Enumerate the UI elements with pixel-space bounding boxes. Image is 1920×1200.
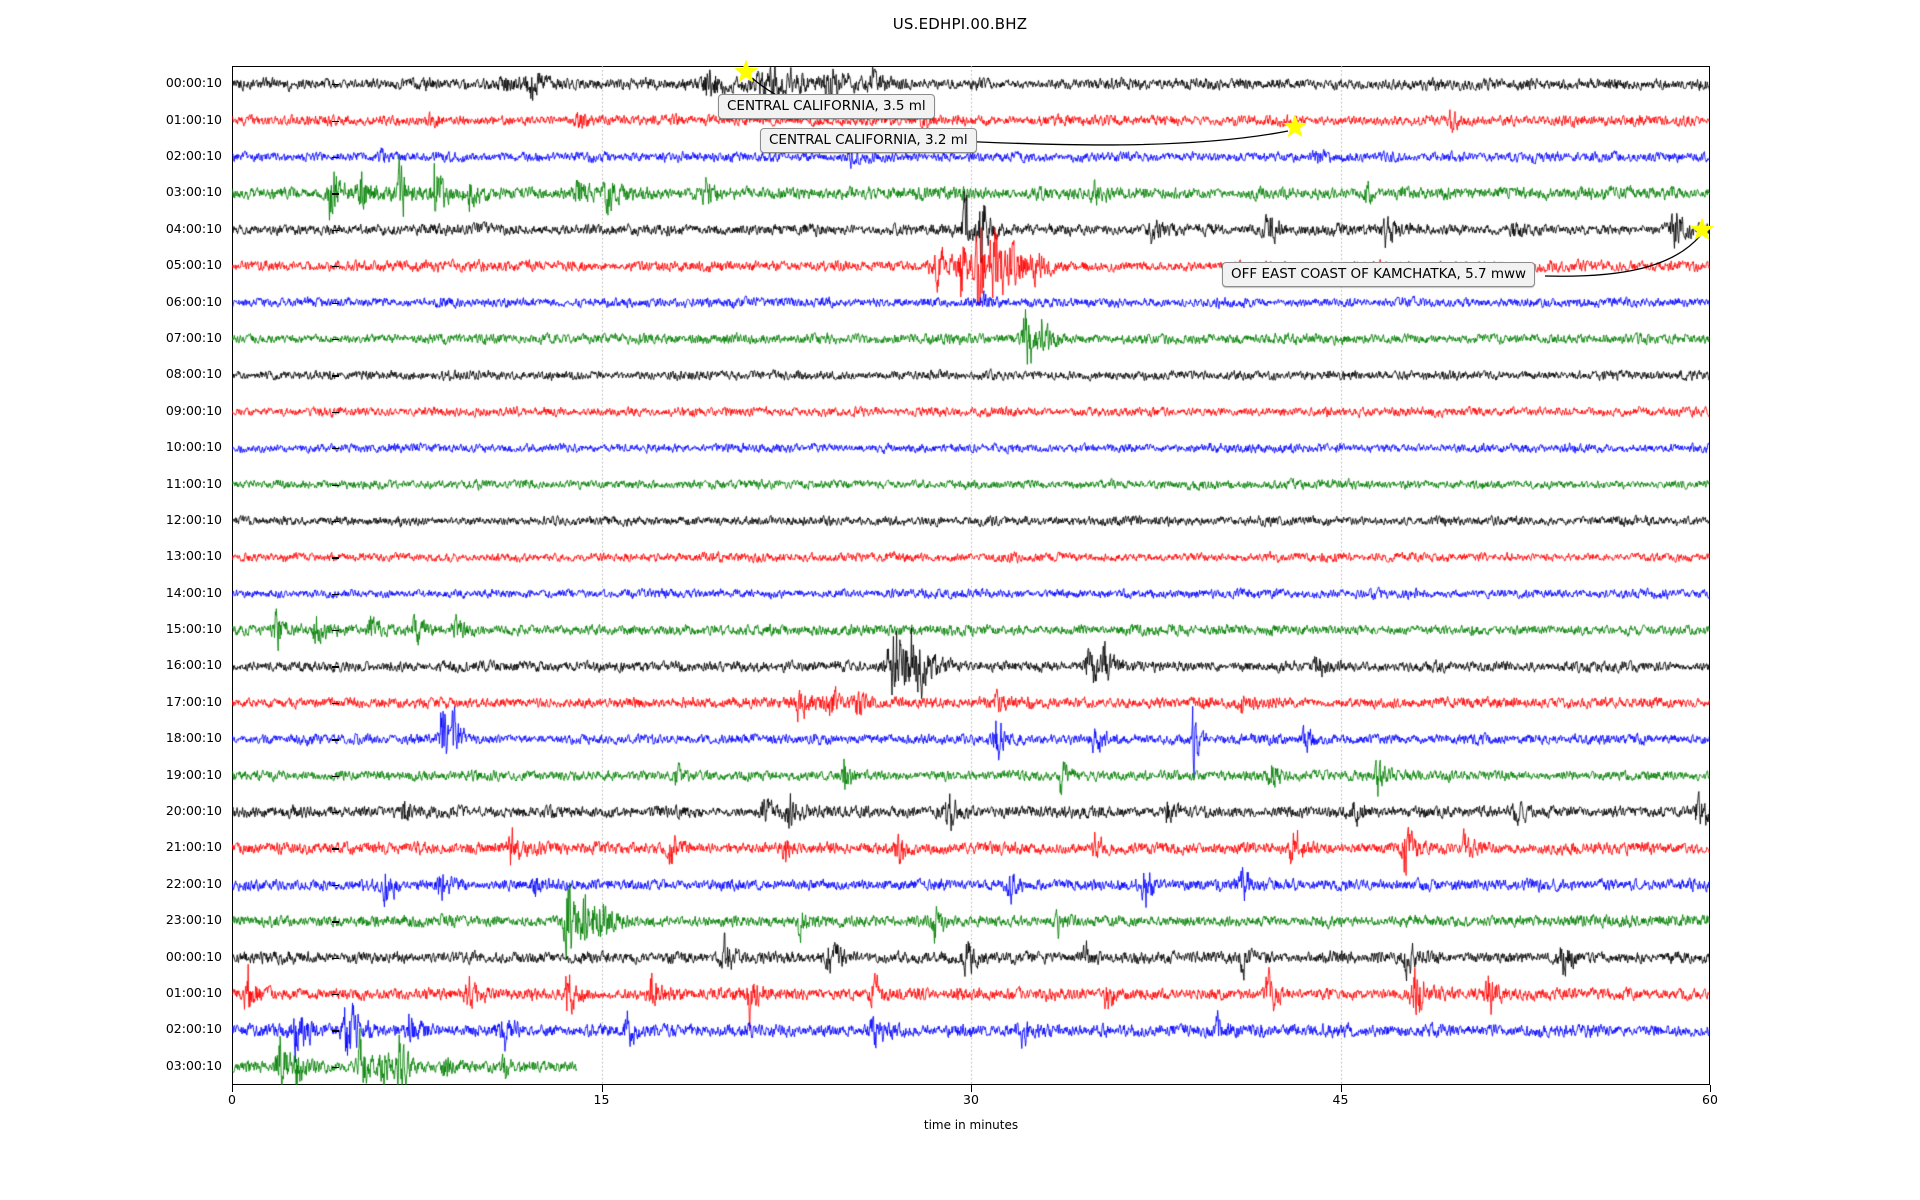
y-tick-label: 05:00:10	[165, 257, 222, 273]
y-tick-mark	[332, 411, 339, 414]
y-tick-mark	[332, 994, 339, 996]
y-tick-label: 17:00:10	[165, 693, 222, 709]
y-tick-label: 21:00:10	[165, 839, 222, 855]
y-tick-label: 06:00:10	[165, 293, 222, 309]
y-tick-mark	[332, 957, 339, 959]
y-tick-label: 22:00:10	[165, 875, 222, 891]
y-tick-label: 18:00:10	[165, 730, 222, 746]
y-tick-label: 02:00:10	[165, 1021, 222, 1037]
y-tick-mark	[332, 484, 339, 486]
y-tick-mark	[332, 266, 339, 268]
y-tick-label: 15:00:10	[165, 621, 222, 637]
x-tick-mark	[971, 1085, 973, 1092]
y-tick-label: 00:00:10	[165, 75, 222, 91]
y-tick-label: 14:00:10	[165, 584, 222, 600]
y-tick-mark	[332, 630, 339, 632]
y-tick-label: 07:00:10	[165, 329, 222, 345]
y-tick-mark	[332, 666, 339, 668]
x-tick-mark	[1340, 1085, 1342, 1092]
y-tick-label: 01:00:10	[165, 985, 222, 1001]
x-axis-label: time in minutes	[923, 1118, 1019, 1132]
y-tick-mark	[332, 1030, 339, 1032]
y-tick-label: 08:00:10	[165, 366, 222, 382]
y-tick-mark	[332, 557, 339, 559]
y-tick-mark	[332, 812, 339, 814]
event-annotation-label[interactable]: OFF EAST COAST OF KAMCHATKA, 5.7 mww	[1222, 262, 1536, 287]
y-tick-mark	[332, 156, 339, 159]
event-annotation-label[interactable]: CENTRAL CALIFORNIA, 3.2 ml	[760, 128, 977, 153]
y-tick-mark	[332, 84, 339, 86]
y-tick-mark	[332, 120, 339, 122]
y-tick-mark	[332, 520, 339, 523]
y-tick-label: 02:00:10	[165, 147, 222, 163]
y-tick-mark	[332, 593, 339, 595]
y-tick-mark	[332, 448, 339, 450]
y-tick-label: 13:00:10	[165, 548, 222, 564]
y-tick-mark	[332, 229, 339, 232]
seismogram-canvas	[232, 66, 1710, 1085]
event-annotation-label[interactable]: CENTRAL CALIFORNIA, 3.5 ml	[718, 94, 935, 119]
x-tick-label: 60	[1702, 1092, 1718, 1107]
y-tick-mark	[332, 375, 339, 377]
x-tick-label: 0	[228, 1092, 236, 1107]
y-tick-label: 03:00:10	[165, 1057, 222, 1073]
y-tick-label: 03:00:10	[165, 184, 222, 200]
y-tick-label: 09:00:10	[165, 402, 222, 418]
y-tick-mark	[332, 193, 339, 195]
y-tick-mark	[332, 884, 339, 887]
y-tick-label: 00:00:10	[165, 948, 222, 964]
y-tick-label: 01:00:10	[165, 111, 222, 127]
y-tick-mark	[332, 1066, 339, 1069]
trace-area	[232, 66, 1710, 1085]
x-tick-mark	[1710, 1085, 1712, 1092]
y-axis-tick-labels: 00:00:10 01:00:10 02:00:10 03:00:10 04:00:10…	[110, 0, 339, 1200]
x-tick-label: 30	[963, 1092, 979, 1107]
y-tick-label: 04:00:10	[165, 220, 222, 236]
x-tick-mark	[232, 1085, 234, 1092]
y-tick-mark	[332, 775, 339, 777]
y-tick-mark	[332, 921, 339, 923]
y-tick-mark	[332, 302, 339, 304]
y-tick-label: 12:00:10	[165, 511, 222, 527]
y-tick-label: 19:00:10	[165, 766, 222, 782]
x-tick-label: 45	[1332, 1092, 1349, 1107]
y-tick-mark	[332, 702, 339, 705]
y-tick-mark	[332, 848, 339, 850]
y-tick-label: 23:00:10	[165, 912, 222, 928]
y-tick-mark	[332, 739, 339, 741]
y-tick-label: 10:00:10	[165, 439, 222, 455]
y-tick-label: 20:00:10	[165, 803, 222, 819]
y-tick-label: 11:00:10	[165, 475, 222, 491]
x-tick-label: 15	[593, 1092, 610, 1107]
y-tick-mark	[332, 338, 339, 341]
x-tick-mark	[601, 1085, 603, 1092]
y-tick-label: 16:00:10	[165, 657, 222, 673]
page-title: US.EDHPI.00.BHZ	[892, 15, 1028, 33]
